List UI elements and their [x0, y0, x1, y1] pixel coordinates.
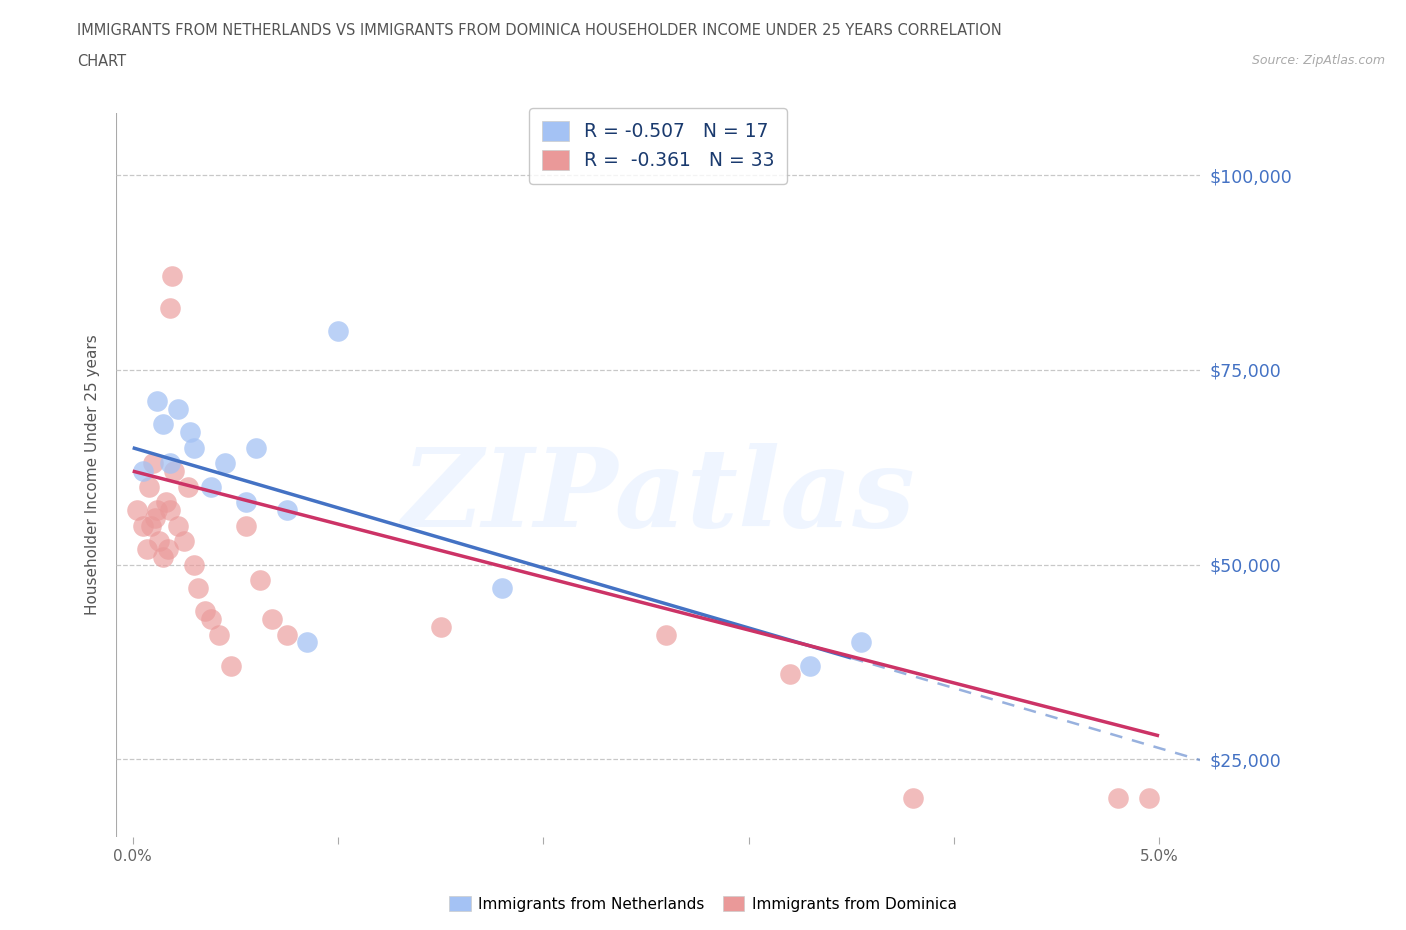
- Point: [143, 511, 166, 525]
- Point: [214, 456, 236, 471]
- Point: [429, 619, 451, 634]
- Point: [148, 534, 170, 549]
- Point: [152, 550, 174, 565]
- Point: [179, 425, 201, 440]
- Point: [799, 658, 821, 673]
- Point: [138, 479, 160, 494]
- Point: [136, 541, 159, 556]
- Point: [160, 269, 183, 284]
- Point: [193, 604, 215, 618]
- Point: [163, 464, 186, 479]
- Point: [491, 580, 513, 595]
- Point: [132, 518, 155, 533]
- Point: [125, 502, 148, 517]
- Point: [219, 658, 242, 673]
- Point: [159, 456, 181, 471]
- Point: [146, 502, 169, 517]
- Text: Source: ZipAtlas.com: Source: ZipAtlas.com: [1251, 54, 1385, 67]
- Point: [141, 518, 163, 533]
- Point: [851, 635, 873, 650]
- Point: [187, 580, 209, 595]
- Point: [146, 393, 169, 408]
- Point: [235, 495, 257, 510]
- Point: [276, 502, 298, 517]
- Text: IMMIGRANTS FROM NETHERLANDS VS IMMIGRANTS FROM DOMINICA HOUSEHOLDER INCOME UNDER: IMMIGRANTS FROM NETHERLANDS VS IMMIGRANT…: [77, 23, 1002, 38]
- Point: [249, 573, 271, 588]
- Point: [166, 518, 188, 533]
- Text: ZIPatlas: ZIPatlas: [401, 443, 915, 551]
- Legend: R = -0.507   N = 17, R =  -0.361   N = 33: R = -0.507 N = 17, R = -0.361 N = 33: [529, 108, 787, 183]
- Point: [1137, 790, 1160, 805]
- Point: [159, 502, 181, 517]
- Point: [235, 518, 257, 533]
- Point: [200, 479, 222, 494]
- Point: [1107, 790, 1129, 805]
- Point: [245, 440, 267, 455]
- Point: [655, 627, 678, 642]
- Legend: Immigrants from Netherlands, Immigrants from Dominica: Immigrants from Netherlands, Immigrants …: [443, 890, 963, 918]
- Point: [155, 495, 177, 510]
- Point: [159, 300, 181, 315]
- Point: [132, 464, 155, 479]
- Point: [901, 790, 924, 805]
- Point: [166, 402, 188, 417]
- Point: [295, 635, 318, 650]
- Point: [183, 557, 205, 572]
- Point: [156, 541, 179, 556]
- Point: [142, 456, 165, 471]
- Point: [276, 627, 298, 642]
- Point: [779, 666, 801, 681]
- Point: [326, 324, 349, 339]
- Point: [173, 534, 195, 549]
- Point: [262, 612, 284, 627]
- Text: CHART: CHART: [77, 54, 127, 69]
- Y-axis label: Householder Income Under 25 years: Householder Income Under 25 years: [86, 335, 100, 616]
- Point: [183, 440, 205, 455]
- Point: [208, 627, 231, 642]
- Point: [152, 417, 174, 432]
- Point: [177, 479, 200, 494]
- Point: [200, 612, 222, 627]
